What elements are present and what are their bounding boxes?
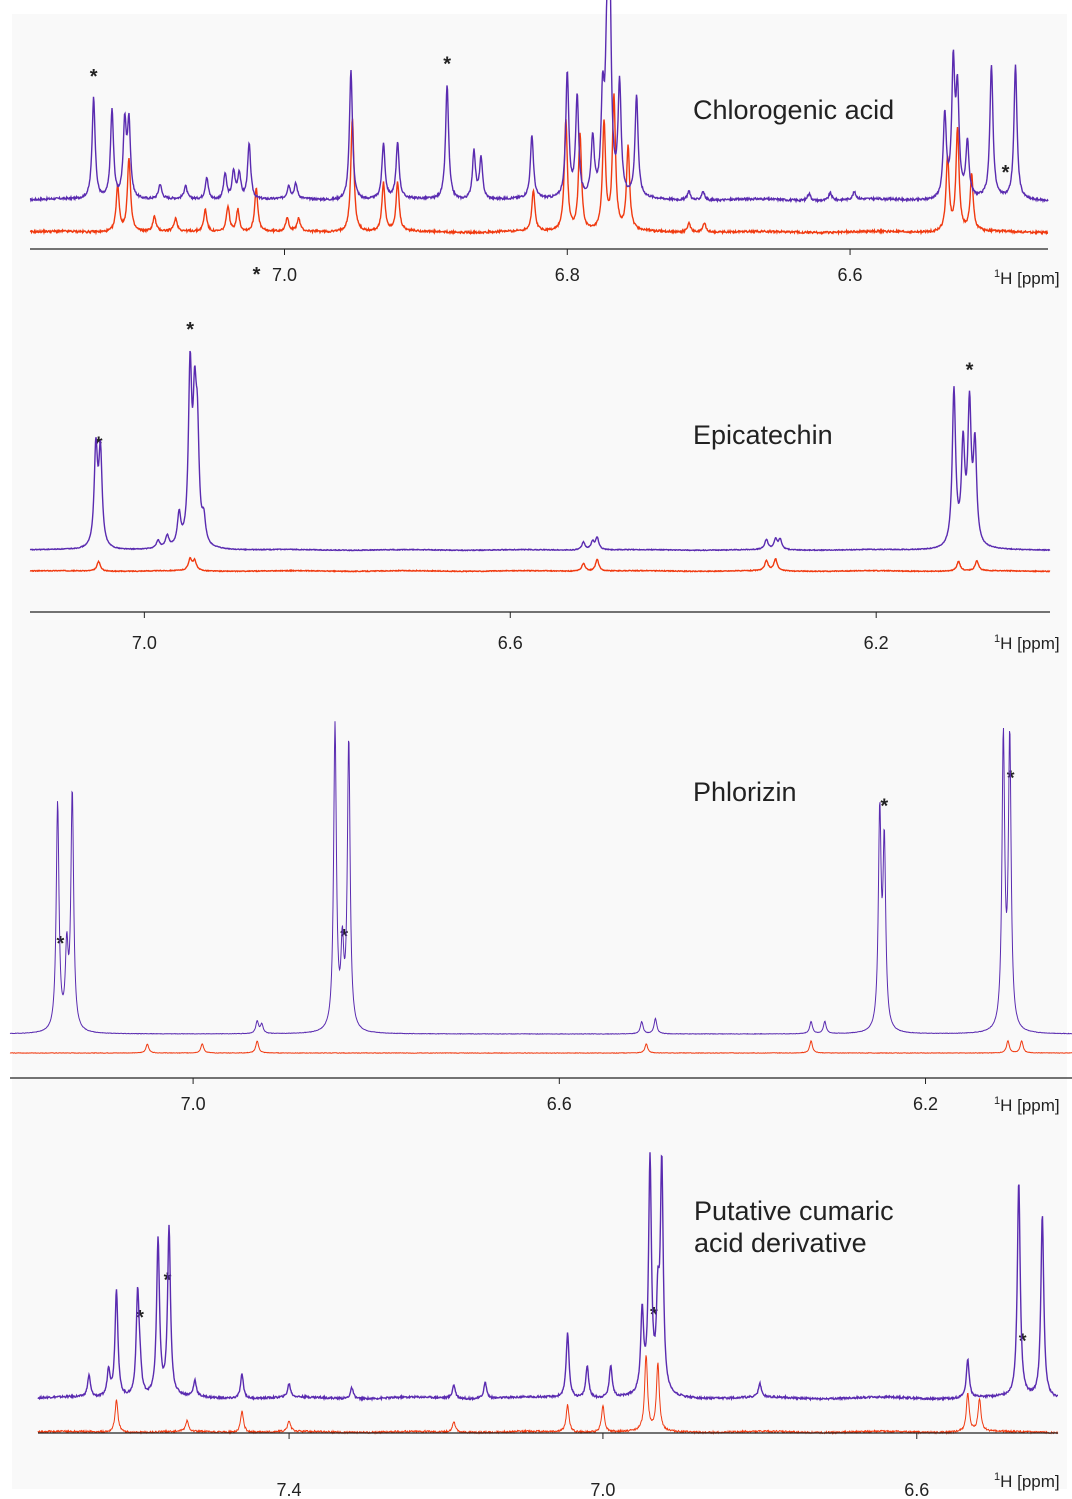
x-tick-label: 6.6 (498, 633, 523, 653)
x-unit-label: 1H [ppm] (994, 633, 1060, 653)
x-unit-text: H [ppm] (1000, 269, 1060, 288)
x-tick-label: 7.4 (277, 1480, 302, 1499)
peak-asterisk: * (95, 433, 103, 455)
panel-title-line-2: acid derivative (694, 1228, 867, 1258)
x-ticks: 7.0 6.8 6.6 * (253, 249, 863, 286)
starred-peaks: * * * (95, 319, 974, 455)
axis-asterisk: * (253, 264, 261, 286)
x-ticks: 7.0 6.6 6.2 (132, 612, 889, 653)
x-unit-text: H [ppm] (1000, 634, 1060, 653)
lower-trace (37, 1355, 1059, 1436)
x-tick-label: 6.2 (913, 1094, 938, 1114)
peak-asterisk: * (650, 1304, 658, 1326)
lower-trace (9, 1039, 1072, 1054)
upper-trace (29, 350, 1051, 552)
x-unit-superscript: 1 (994, 1471, 1000, 1483)
x-unit-text: H [ppm] (1000, 1096, 1060, 1115)
peak-asterisk: * (90, 66, 98, 88)
panel-title: Epicatechin (693, 420, 833, 450)
starred-peaks: * * * (90, 54, 1010, 184)
x-ticks: 7.4 7.0 6.6 (277, 1433, 929, 1499)
x-tick-label: 7.0 (132, 633, 157, 653)
peak-asterisk: * (340, 926, 348, 948)
x-unit-superscript: 1 (994, 268, 1000, 280)
x-tick-label: 7.0 (181, 1094, 206, 1114)
lower-trace (29, 93, 1049, 236)
peak-asterisk: * (186, 319, 194, 341)
lower-trace (29, 556, 1051, 573)
panel-phlorizin: Phlorizin * *** 7.0 6.6 6.2 1H [ppm] (9, 721, 1072, 1115)
x-tick-label: 6.2 (864, 633, 889, 653)
peak-asterisk: * (880, 795, 888, 817)
peak-asterisk: * (1019, 1330, 1027, 1352)
x-unit-label: 1H [ppm] (994, 268, 1060, 288)
peak-asterisk: * (966, 360, 974, 382)
figure-background (12, 14, 1067, 1489)
peak-asterisk: * (1002, 162, 1010, 184)
x-unit-superscript: 1 (994, 1095, 1000, 1107)
x-unit-label: 1H [ppm] (994, 1095, 1060, 1115)
peak-asterisk: * (136, 1307, 144, 1329)
panel-epicatechin: Epicatechin * * * 7.0 6.6 6.2 1H [ppm] (29, 319, 1060, 653)
panel-title: Phlorizin (693, 777, 797, 807)
x-tick-label: 6.6 (838, 265, 863, 285)
x-unit-label: 1H [ppm] (994, 1471, 1060, 1491)
x-unit-text: H [ppm] (1000, 1472, 1060, 1491)
panel-title: Chlorogenic acid (693, 95, 894, 125)
x-tick-label: 6.8 (555, 265, 580, 285)
peak-asterisk: * (443, 54, 451, 76)
peak-asterisk: * (56, 933, 64, 955)
x-tick-label: 6.6 (904, 1480, 929, 1499)
x-unit-superscript: 1 (994, 633, 1000, 645)
upper-trace (29, 0, 1049, 204)
x-tick-label: 7.0 (590, 1480, 615, 1499)
panel-cumaric-acid-derivative: Putative cumaric acid derivative **** 7.… (37, 1152, 1060, 1499)
upper-trace (9, 721, 1072, 1035)
panel-title-line-1: Putative cumaric (694, 1196, 894, 1226)
panel-chlorogenic-acid: Chlorogenic acid * * * 7.0 6.8 6.6 * 1H [ppm] (29, 0, 1060, 288)
upper-trace (37, 1152, 1058, 1402)
x-tick-label: 6.6 (547, 1094, 572, 1114)
x-tick-label: 7.0 (272, 265, 297, 285)
x-ticks: 7.0 6.6 6.2 (181, 1078, 938, 1114)
